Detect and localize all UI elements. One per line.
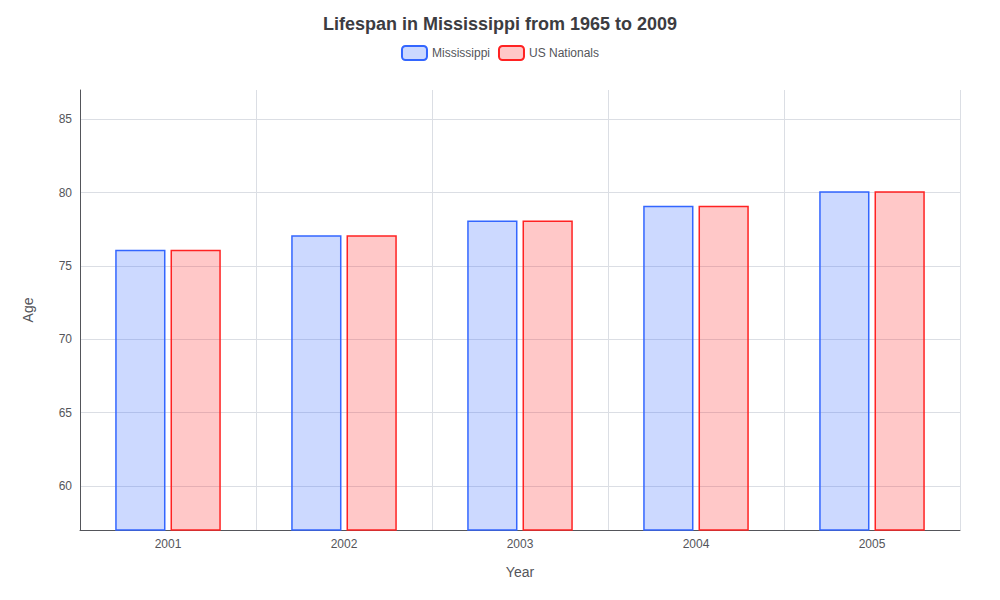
svg-text:2001: 2001 xyxy=(155,537,182,551)
svg-text:Year: Year xyxy=(506,564,535,580)
svg-text:80: 80 xyxy=(59,186,73,200)
svg-text:85: 85 xyxy=(59,112,73,126)
svg-text:75: 75 xyxy=(59,259,73,273)
svg-text:70: 70 xyxy=(59,332,73,346)
svg-text:2004: 2004 xyxy=(683,537,710,551)
svg-text:Lifespan in Mississippi from 1: Lifespan in Mississippi from 1965 to 200… xyxy=(323,14,677,34)
svg-text:2003: 2003 xyxy=(507,537,534,551)
svg-text:US Nationals: US Nationals xyxy=(529,46,599,60)
svg-text:65: 65 xyxy=(59,406,73,420)
svg-text:2005: 2005 xyxy=(859,537,886,551)
svg-text:Age: Age xyxy=(20,297,36,322)
svg-text:2002: 2002 xyxy=(331,537,358,551)
svg-text:60: 60 xyxy=(59,479,73,493)
svg-text:Mississippi: Mississippi xyxy=(432,46,490,60)
